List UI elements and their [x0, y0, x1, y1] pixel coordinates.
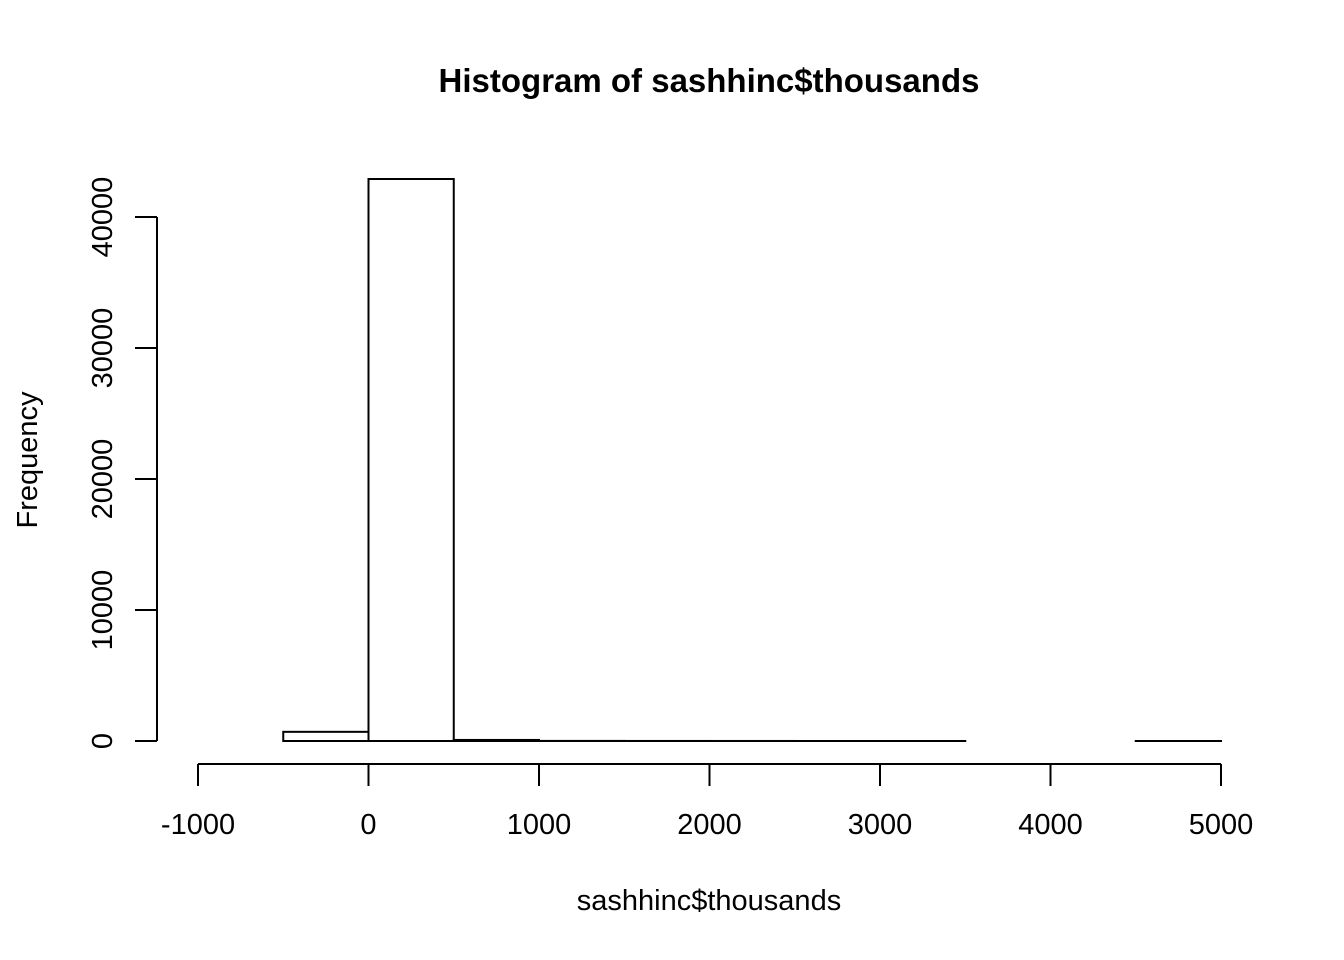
y-axis-label: Frequency	[12, 391, 44, 529]
histogram-bars	[282, 178, 1222, 743]
y-tick-label: 10000	[87, 570, 119, 651]
y-tick-label: 30000	[87, 308, 119, 389]
chart-title: Histogram of sashhinc$thousands	[439, 62, 980, 99]
histogram-bar	[452, 738, 540, 743]
y-tick-label: 20000	[87, 439, 119, 520]
x-tick-label: 2000	[677, 809, 742, 841]
x-tick-label: -1000	[161, 809, 235, 841]
x-tick-label: 0	[360, 809, 376, 841]
x-tick-label: 5000	[1189, 809, 1254, 841]
histogram-bar	[282, 730, 370, 743]
y-axis: 0 10000 20000 30000 40000	[87, 177, 158, 749]
x-axis: -1000 0 1000 2000 3000 4000 5000	[161, 763, 1254, 841]
histogram-bar	[367, 178, 455, 742]
x-tick-label: 3000	[848, 809, 913, 841]
x-tick-label: 1000	[507, 809, 572, 841]
y-tick-label: 40000	[87, 177, 119, 258]
x-tick-label: 4000	[1018, 809, 1083, 841]
x-axis-label: sashhinc$thousands	[577, 885, 841, 917]
y-tick-label: 0	[87, 733, 119, 749]
